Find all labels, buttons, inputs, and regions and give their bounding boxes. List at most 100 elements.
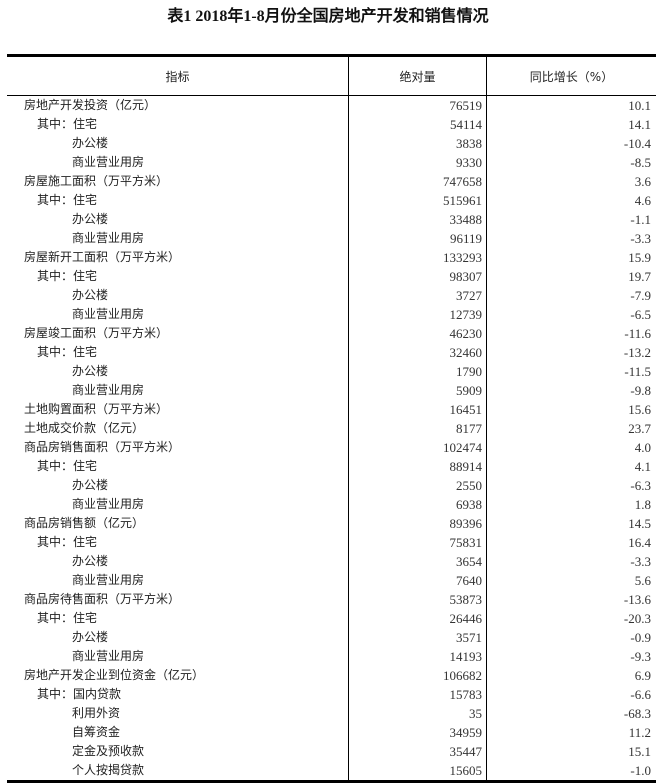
row-yoy-growth: -1.1 — [630, 212, 651, 227]
header-yoy: 同比增长（%） — [529, 69, 614, 84]
row-absolute-value: 9330 — [349, 153, 487, 172]
row-yoy-growth: -11.6 — [624, 326, 651, 341]
row-label: 土地成交价款（亿元） — [7, 419, 349, 438]
row-absolute-value: 2550 — [349, 476, 487, 495]
row-yoy-growth: -3.3 — [630, 554, 651, 569]
row-yoy-growth: -10.4 — [623, 136, 651, 151]
row-absolute-value: 7640 — [349, 571, 487, 590]
row-yoy-growth: 4.1 — [634, 459, 651, 474]
row-yoy-growth: -6.3 — [630, 478, 651, 493]
row-label: 商业营业用房 — [7, 495, 349, 514]
row-absolute-value: 15783 — [349, 685, 487, 704]
row-yoy-growth: 14.1 — [628, 117, 651, 132]
table-row: 土地购置面积（万平方米） 16451 15.6 — [7, 400, 656, 419]
table-row: 商业营业用房 12739 -6.5 — [7, 305, 656, 324]
table-row: 房屋施工面积（万平方米） 747658 3.6 — [7, 172, 656, 191]
row-label: 房屋竣工面积（万平方米） — [7, 324, 349, 343]
row-yoy-growth: 10.1 — [628, 98, 651, 113]
row-label: 定金及预收款 — [7, 742, 349, 761]
row-absolute-value: 32460 — [349, 343, 487, 362]
table-row: 办公楼 3727 -7.9 — [7, 286, 656, 305]
row-yoy-growth: -7.9 — [630, 288, 651, 303]
row-label: 土地购置面积（万平方米） — [7, 400, 349, 419]
row-yoy-growth: -0.9 — [630, 630, 651, 645]
row-absolute-value: 3654 — [349, 552, 487, 571]
row-label: 办公楼 — [7, 362, 349, 381]
row-absolute-value: 26446 — [349, 609, 487, 628]
row-label: 其中：住宅 — [7, 191, 349, 210]
table-row: 商业营业用房 5909 -9.8 — [7, 381, 656, 400]
row-label: 商业营业用房 — [7, 153, 349, 172]
row-absolute-value: 34959 — [349, 723, 487, 742]
row-absolute-value: 12739 — [349, 305, 487, 324]
row-absolute-value: 98307 — [349, 267, 487, 286]
row-label: 办公楼 — [7, 134, 349, 153]
row-label: 办公楼 — [7, 552, 349, 571]
table-row: 其中：国内贷款 15783 -6.6 — [7, 685, 656, 704]
row-yoy-growth: 1.8 — [634, 497, 651, 512]
row-yoy-growth: 6.9 — [634, 668, 651, 683]
table-row: 其中：住宅 88914 4.1 — [7, 457, 656, 476]
row-absolute-value: 89396 — [349, 514, 487, 533]
row-label: 商品房销售额（亿元） — [7, 514, 349, 533]
row-absolute-value: 54114 — [349, 115, 487, 134]
row-absolute-value: 75831 — [349, 533, 487, 552]
row-absolute-value: 14193 — [349, 647, 487, 666]
row-yoy-growth: -11.5 — [624, 364, 651, 379]
row-label: 商业营业用房 — [7, 647, 349, 666]
row-absolute-value: 3838 — [349, 134, 487, 153]
row-label: 其中：住宅 — [7, 457, 349, 476]
row-label: 其中：住宅 — [7, 533, 349, 552]
row-absolute-value: 35 — [349, 704, 487, 723]
row-yoy-growth: -6.5 — [630, 307, 651, 322]
row-absolute-value: 46230 — [349, 324, 487, 343]
row-yoy-growth: -9.3 — [630, 649, 651, 664]
row-yoy-growth: -13.6 — [623, 592, 651, 607]
row-yoy-growth: 5.6 — [634, 573, 651, 588]
table-row: 房屋新开工面积（万平方米） 133293 15.9 — [7, 248, 656, 267]
row-yoy-growth: -9.8 — [630, 383, 651, 398]
row-absolute-value: 747658 — [349, 172, 487, 191]
table-row: 商品房销售额（亿元） 89396 14.5 — [7, 514, 656, 533]
table-row: 房地产开发投资（亿元） 76519 10.1 — [7, 96, 656, 115]
row-yoy-growth: -13.2 — [623, 345, 651, 360]
table-row: 房屋竣工面积（万平方米） 46230 -11.6 — [7, 324, 656, 343]
table-row: 其中：住宅 75831 16.4 — [7, 533, 656, 552]
table-row: 办公楼 3838 -10.4 — [7, 134, 656, 153]
row-label: 办公楼 — [7, 286, 349, 305]
row-absolute-value: 8177 — [349, 419, 487, 438]
row-yoy-growth: 14.5 — [628, 516, 651, 531]
table-row: 个人按揭贷款 15605 -1.0 — [7, 761, 656, 780]
row-yoy-growth: -1.0 — [630, 763, 651, 778]
row-absolute-value: 16451 — [349, 400, 487, 419]
row-yoy-growth: 15.6 — [628, 402, 651, 417]
table-row: 办公楼 2550 -6.3 — [7, 476, 656, 495]
row-label: 商业营业用房 — [7, 229, 349, 248]
table-row: 自筹资金 34959 11.2 — [7, 723, 656, 742]
row-label: 房屋新开工面积（万平方米） — [7, 248, 349, 267]
table-header: 指标 绝对量 同比增长（%） — [7, 57, 656, 96]
row-label: 房地产开发投资（亿元） — [7, 96, 349, 115]
row-absolute-value: 96119 — [349, 229, 487, 248]
table-row: 商业营业用房 96119 -3.3 — [7, 229, 656, 248]
table-row: 商业营业用房 6938 1.8 — [7, 495, 656, 514]
row-label: 其中：国内贷款 — [7, 685, 349, 704]
table-row: 办公楼 33488 -1.1 — [7, 210, 656, 229]
row-yoy-growth: -8.5 — [630, 155, 651, 170]
row-absolute-value: 53873 — [349, 590, 487, 609]
table-row: 商业营业用房 9330 -8.5 — [7, 153, 656, 172]
table-row: 其中：住宅 98307 19.7 — [7, 267, 656, 286]
row-absolute-value: 133293 — [349, 248, 487, 267]
row-label: 房地产开发企业到位资金（亿元） — [7, 666, 349, 685]
table-row: 其中：住宅 515961 4.6 — [7, 191, 656, 210]
row-label: 办公楼 — [7, 628, 349, 647]
row-absolute-value: 6938 — [349, 495, 487, 514]
row-yoy-growth: -20.3 — [623, 611, 651, 626]
table-row: 办公楼 3654 -3.3 — [7, 552, 656, 571]
row-absolute-value: 88914 — [349, 457, 487, 476]
row-absolute-value: 1790 — [349, 362, 487, 381]
row-yoy-growth: 11.2 — [628, 725, 651, 740]
row-label: 商业营业用房 — [7, 381, 349, 400]
row-absolute-value: 3727 — [349, 286, 487, 305]
row-absolute-value: 76519 — [349, 96, 487, 115]
